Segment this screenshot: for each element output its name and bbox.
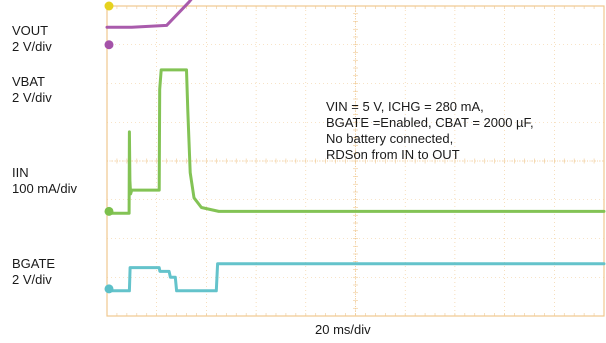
bgate-name: BGATE <box>12 256 56 271</box>
vbat-ground-marker <box>104 40 114 50</box>
bgate-ground-marker <box>104 284 114 294</box>
vout-scale: 2 V/div <box>12 39 52 54</box>
test-condition-line-2: BGATE =Enabled, CBAT = 2000 µF, <box>326 115 534 130</box>
vbat-label: VBAT 2 V/div <box>12 74 52 106</box>
plot-grid <box>106 5 605 317</box>
test-condition-line-4: RDSon from IN to OUT <box>326 147 460 162</box>
trace-layer <box>105 0 606 293</box>
vbat-trace <box>105 0 193 29</box>
iin-trace <box>105 68 606 215</box>
time-scale-label: 20 ms/div <box>315 322 371 337</box>
channel-marker-layer <box>104 1 114 294</box>
test-condition-line-3: No battery connected, <box>326 131 454 146</box>
bgate-scale: 2 V/div <box>12 272 52 287</box>
test-conditions: VIN = 5 V, ICHG = 280 mA, BGATE =Enabled… <box>326 99 534 163</box>
vout-ground-marker <box>104 1 114 11</box>
iin-ground-marker <box>104 206 114 216</box>
test-condition-line-1: VIN = 5 V, ICHG = 280 mA, <box>326 99 484 114</box>
vout-name: VOUT <box>12 23 49 38</box>
iin-label: IIN 100 mA/div <box>12 165 77 197</box>
vout-label: VOUT 2 V/div <box>12 23 52 55</box>
bgate-label: BGATE 2 V/div <box>12 256 55 288</box>
iin-scale: 100 mA/div <box>12 181 78 196</box>
iin-name: IIN <box>12 165 29 180</box>
vbat-scale: 2 V/div <box>12 90 52 105</box>
vbat-name: VBAT <box>12 74 45 89</box>
bgate-trace <box>105 262 606 293</box>
